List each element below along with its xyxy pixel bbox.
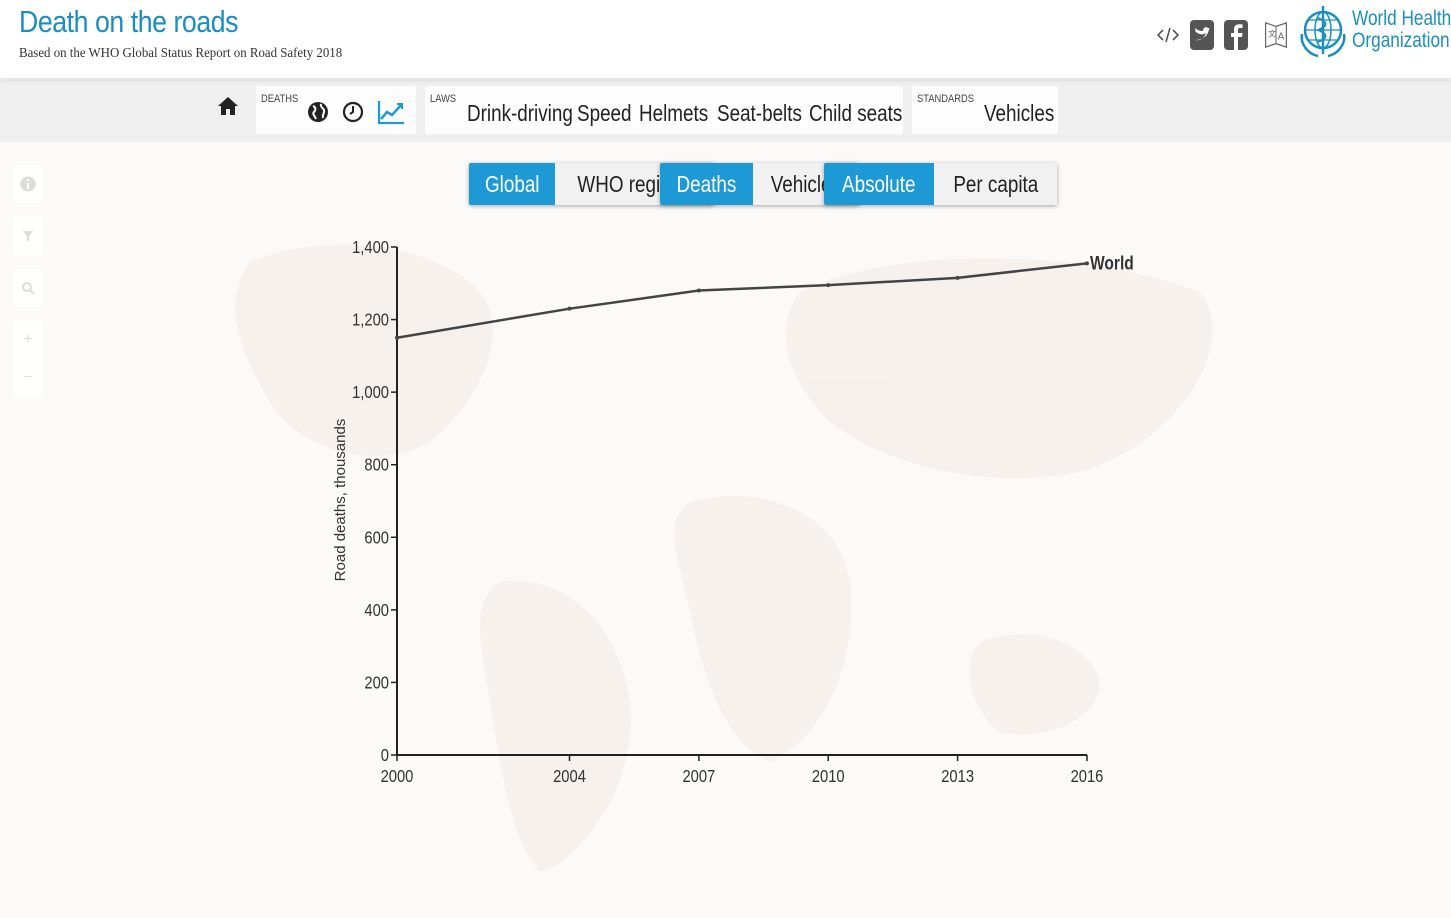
y-tick-label: 1,400 bbox=[352, 238, 389, 258]
data-point[interactable] bbox=[395, 335, 399, 340]
line-chart-icon[interactable] bbox=[377, 98, 405, 126]
clock-icon[interactable] bbox=[339, 98, 367, 126]
y-tick-label: 400 bbox=[364, 601, 389, 621]
scale-toggle: Absolute Per capita bbox=[824, 163, 1058, 205]
tab-drink-driving[interactable]: Drink-driving bbox=[467, 100, 573, 126]
y-tick-label: 1,000 bbox=[352, 383, 389, 403]
who-wordmark-line2: Organization bbox=[1352, 29, 1450, 52]
data-point[interactable] bbox=[826, 283, 831, 288]
x-tick-label: 2007 bbox=[682, 767, 715, 787]
y-tick-label: 1,200 bbox=[352, 310, 389, 330]
facebook-icon[interactable] bbox=[1223, 18, 1249, 52]
tab-seat-belts[interactable]: Seat-belts bbox=[717, 100, 802, 126]
x-tick-label: 2000 bbox=[381, 767, 414, 787]
data-point[interactable] bbox=[567, 306, 572, 311]
svg-text:A: A bbox=[1278, 31, 1285, 42]
x-tick-label: 2016 bbox=[1071, 767, 1104, 787]
standards-group-label: STANDARDS bbox=[917, 93, 974, 105]
tab-speed[interactable]: Speed bbox=[577, 100, 632, 126]
toggle-per-capita[interactable]: Per capita bbox=[933, 163, 1058, 205]
zoom-controls: + − bbox=[13, 321, 43, 397]
x-tick-label: 2010 bbox=[812, 767, 845, 787]
zoom-out-icon[interactable]: − bbox=[23, 369, 33, 386]
tab-helmets[interactable]: Helmets bbox=[639, 100, 709, 126]
world-map-background bbox=[235, 244, 1213, 872]
chart-ticks: 0 200 400 600 800 1,000 1,200 1,400 2000 2004 2007… bbox=[352, 238, 1103, 787]
info-icon[interactable] bbox=[13, 165, 43, 203]
data-point[interactable] bbox=[696, 288, 701, 293]
page-subtitle: Based on the WHO Global Status Report on… bbox=[19, 46, 343, 61]
standards-group: STANDARDS Vehicles bbox=[912, 86, 1058, 134]
map-controls: + − bbox=[13, 165, 43, 397]
app-header: Death on the roads Based on the WHO Glob… bbox=[0, 0, 1451, 78]
embed-code-icon[interactable] bbox=[1155, 18, 1181, 52]
toggle-deaths[interactable]: Deaths bbox=[660, 163, 753, 205]
toggle-global[interactable]: Global bbox=[469, 163, 556, 205]
y-tick-label: 200 bbox=[364, 673, 389, 693]
data-point[interactable] bbox=[955, 275, 960, 280]
data-point[interactable] bbox=[1085, 261, 1089, 266]
chart-axes bbox=[396, 247, 1087, 756]
page-title: Death on the roads bbox=[19, 4, 239, 39]
who-emblem-icon bbox=[1300, 6, 1346, 58]
y-tick-label: 800 bbox=[364, 455, 389, 475]
series-label-world: World bbox=[1090, 252, 1134, 274]
chart-series: World bbox=[395, 252, 1134, 340]
laws-group: LAWS Drink-driving Speed Helmets Seat-be… bbox=[425, 86, 903, 134]
tab-vehicles-standard[interactable]: Vehicles bbox=[984, 100, 1055, 126]
zoom-in-icon[interactable]: + bbox=[23, 331, 33, 348]
toggle-absolute[interactable]: Absolute bbox=[824, 163, 934, 205]
who-logo[interactable]: World Health Organization bbox=[1298, 0, 1451, 62]
who-wordmark-line1: World Health bbox=[1352, 7, 1451, 30]
deaths-group: DEATHS bbox=[256, 86, 416, 134]
series-line-world[interactable] bbox=[396, 262, 1088, 339]
home-icon[interactable] bbox=[214, 92, 242, 120]
twitter-icon[interactable] bbox=[1189, 18, 1215, 52]
who-wordmark: World Health Organization bbox=[1352, 8, 1451, 52]
globe-icon[interactable] bbox=[304, 98, 332, 126]
svg-text:文: 文 bbox=[1268, 29, 1276, 39]
filter-icon[interactable] bbox=[13, 217, 43, 255]
search-icon[interactable] bbox=[13, 269, 43, 307]
y-tick-label: 600 bbox=[364, 528, 389, 548]
deaths-group-label: DEATHS bbox=[261, 93, 299, 105]
main-toolbar: DEATHS LAWS Drink-driving Speed Helmets … bbox=[0, 80, 1451, 142]
y-tick-label: 0 bbox=[381, 746, 389, 766]
tab-child-seats[interactable]: Child seats bbox=[809, 100, 903, 126]
y-axis-label: Road deaths, thousands bbox=[332, 419, 349, 582]
laws-group-label: LAWS bbox=[430, 93, 457, 105]
x-tick-label: 2013 bbox=[941, 767, 974, 787]
x-tick-label: 2004 bbox=[553, 767, 586, 787]
